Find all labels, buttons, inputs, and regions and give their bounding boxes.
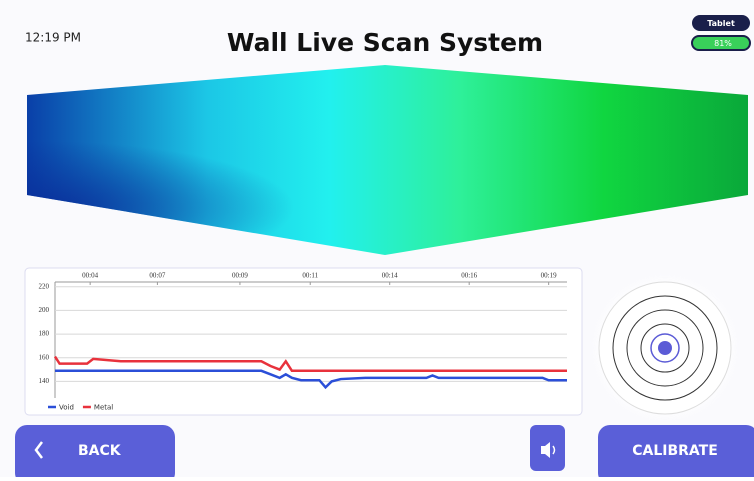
x-tick-label: 00:09	[232, 272, 248, 280]
back-icon	[34, 441, 43, 459]
y-tick-label: 180	[39, 330, 50, 338]
target-ring	[626, 309, 704, 387]
y-tick-label: 220	[39, 282, 50, 290]
target-ring	[640, 323, 690, 373]
calibrate-button-bg[interactable]	[598, 425, 754, 481]
calibrate-button[interactable]: CALIBRATE	[598, 425, 754, 481]
x-tick-label: 00:11	[302, 272, 318, 280]
chart: 140 160 180 200 220 00:04 00:07 00:09 00:11 00:14…	[39, 272, 567, 412]
target-dot	[658, 341, 672, 355]
x-tick-label: 00:16	[461, 272, 477, 280]
back-label: BACK	[78, 443, 122, 459]
x-tick-label: 00:07	[149, 272, 165, 280]
x-tick-label: 00:19	[541, 272, 557, 280]
data-line	[53, 355, 567, 373]
device-label: Tablet	[707, 19, 735, 28]
y-tick-label: 160	[39, 353, 50, 361]
legend-label: Metal	[94, 404, 113, 412]
x-tick-label: 00:14	[382, 272, 398, 280]
device-badge	[692, 15, 750, 31]
x-tick-label: 00:04	[82, 272, 98, 280]
sound-wave	[552, 445, 556, 455]
scan-shade	[27, 65, 748, 255]
back-button[interactable]: BACK	[15, 425, 175, 481]
clock: 12:19 PM	[25, 31, 81, 45]
target-ring	[612, 295, 718, 401]
calibrate-label: CALIBRATE	[632, 443, 718, 459]
y-tick-label: 200	[39, 306, 50, 314]
legend-label: Void	[59, 404, 74, 412]
y-tick-label: 140	[39, 377, 50, 385]
battery-level: 81%	[714, 39, 732, 48]
data-line	[55, 369, 567, 390]
app-title: Wall Live Scan System	[227, 28, 543, 57]
chart-panel	[24, 267, 583, 416]
battery-badge	[691, 35, 751, 51]
sound-button[interactable]	[530, 425, 565, 471]
target-ring	[650, 333, 680, 363]
back-button-bg[interactable]	[15, 425, 175, 481]
sound-icon	[541, 442, 550, 458]
